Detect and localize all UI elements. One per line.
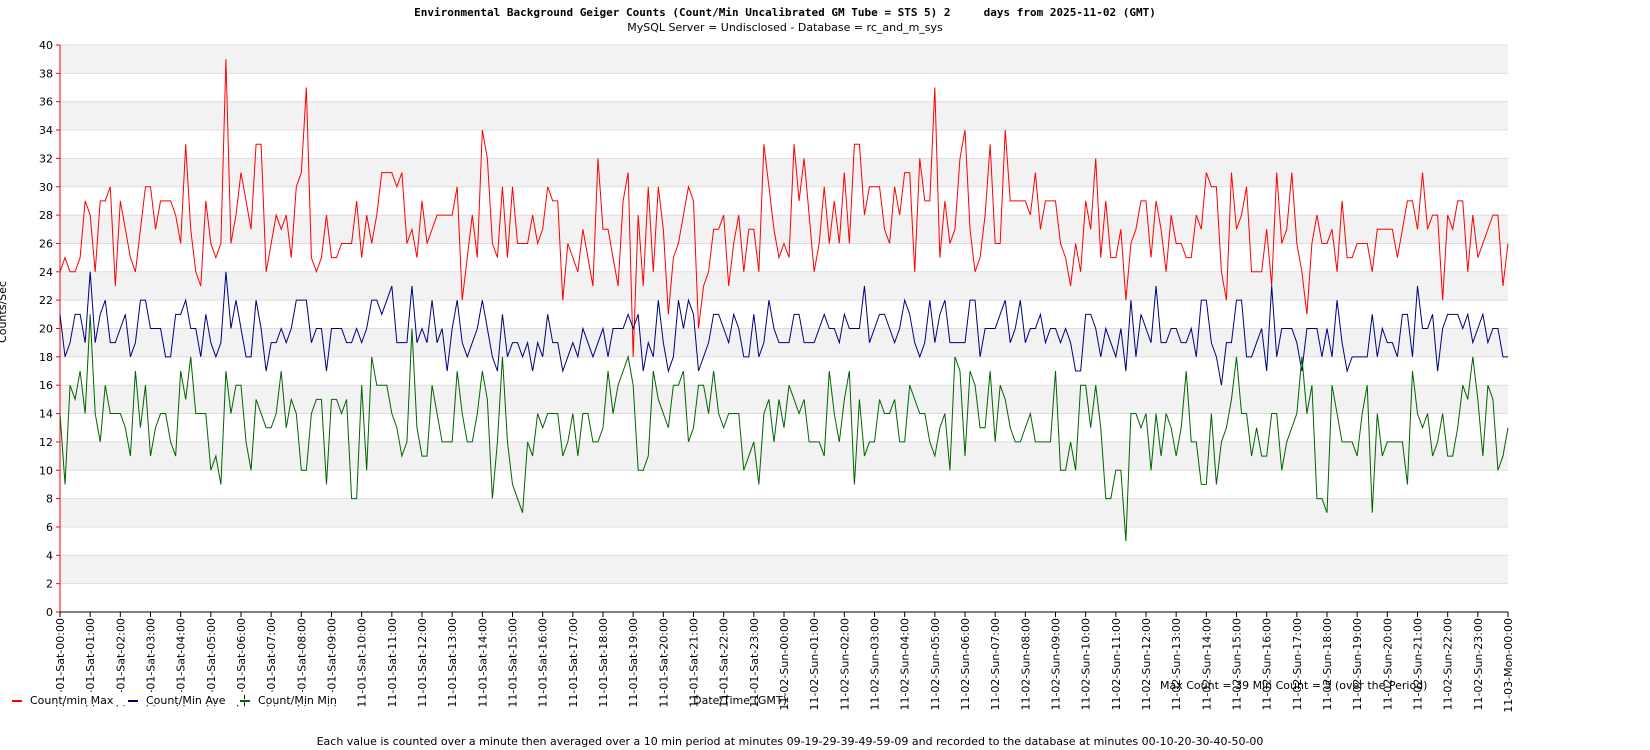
x-tick-label: 11-02-Sun-12:00 (1140, 618, 1153, 711)
x-tick-label: 11-02-Sun-09:00 (1050, 618, 1063, 711)
grid-band (60, 498, 1508, 527)
y-tick-label: 32 (39, 152, 53, 165)
y-tick-label: 26 (39, 237, 53, 250)
annotation: Max Count = 39 Min Count = 5 (over the P… (1160, 679, 1427, 692)
chart-subtitle: MySQL Server = Undisclosed - Database = … (627, 21, 943, 34)
x-tick-label: 11-03-Mon-00:00 (1502, 618, 1515, 713)
x-tick-label: 11-01-Sat-22:00 (718, 618, 731, 708)
x-tick-label: 11-01-Sat-02:00 (114, 618, 127, 708)
footnote: Each value is counted over a minute then… (317, 735, 1264, 748)
series-line (59, 314, 1509, 542)
legend-bg (28, 692, 128, 705)
y-tick-label: 2 (46, 578, 53, 591)
x-tick-label: 11-02-Sun-07:00 (989, 618, 1002, 711)
x-tick-label: 11-02-Sun-14:00 (1200, 618, 1213, 711)
x-tick-label: 11-01-Sat-20:00 (657, 618, 670, 708)
x-tick-label: 11-02-Sun-00:00 (778, 618, 791, 711)
x-tick-label: 11-01-Sat-04:00 (175, 618, 188, 708)
chart-title: Environmental Background Geiger Counts (… (414, 6, 1156, 19)
x-tick-label: 11-02-Sun-23:00 (1472, 618, 1485, 711)
y-tick-label: 18 (39, 351, 53, 364)
y-tick-label: 14 (39, 408, 53, 421)
y-tick-label: 40 (39, 39, 53, 52)
y-tick-label: 28 (39, 209, 53, 222)
grid-band (60, 101, 1508, 131)
x-tick-label: 11-01-Sat-06:00 (235, 618, 248, 708)
x-axis-label: Date/Time (GMT) (693, 694, 787, 707)
x-tick-label: 11-01-Sat-03:00 (145, 618, 158, 708)
x-tick-label: 11-01-Sat-17:00 (567, 618, 580, 708)
y-tick-label: 38 (39, 67, 53, 80)
x-tick-label: 11-02-Sun-17:00 (1291, 618, 1304, 711)
legend-label: Count/Min Ave (146, 694, 226, 707)
y-tick-label: 16 (39, 379, 53, 392)
x-tick-label: 11-01-Sat-09:00 (326, 618, 339, 708)
x-tick-label: 11-02-Sun-05:00 (929, 618, 942, 711)
x-tick-label: 11-01-Sat-13:00 (446, 618, 459, 708)
y-axis-label: Counts/Sec (0, 281, 9, 343)
x-tick-label: 11-02-Sun-10:00 (1080, 618, 1093, 711)
x-tick-label: 11-01-Sat-19:00 (627, 618, 640, 708)
legend-label: Count/Min Min (258, 694, 337, 707)
x-tick-label: 11-01-Sat-08:00 (295, 618, 308, 708)
y-tick-label: 6 (46, 521, 53, 534)
x-tick-label: 11-02-Sun-22:00 (1442, 618, 1455, 711)
x-tick-label: 11-01-Sat-21:00 (688, 618, 701, 708)
grid-band (60, 441, 1508, 471)
x-tick-label: 11-02-Sun-15:00 (1231, 618, 1244, 711)
x-tick-label: 11-01-Sat-23:00 (748, 618, 761, 708)
x-tick-label: 11-01-Sat-01:00 (84, 618, 97, 708)
grid-band (60, 45, 1508, 74)
legend-label: Count/min Max (30, 694, 114, 707)
x-tick-label: 11-01-Sat-07:00 (265, 618, 278, 708)
x-tick-label: 11-02-Sun-04:00 (899, 618, 912, 711)
x-tick-label: 11-02-Sun-02:00 (838, 618, 851, 711)
y-tick-label: 30 (39, 181, 53, 194)
legend-bg (256, 692, 356, 705)
grid-band (60, 385, 1508, 414)
x-tick-label: 11-01-Sat-05:00 (205, 618, 218, 708)
x-tick-label: 11-01-Sat-11:00 (386, 618, 399, 708)
x-tick-label: 11-01-Sat-14:00 (476, 618, 489, 708)
x-tick-label: 11-01-Sat-12:00 (416, 618, 429, 708)
y-tick-label: 34 (39, 124, 53, 137)
series-line (59, 271, 1508, 386)
x-tick-label: 11-02-Sun-06:00 (959, 618, 972, 711)
y-tick-label: 22 (39, 294, 53, 307)
x-tick-label: 11-02-Sun-19:00 (1351, 618, 1364, 711)
y-tick-label: 20 (39, 323, 53, 336)
y-tick-label: 36 (39, 96, 53, 109)
x-tick-label: 11-01-Sat-10:00 (356, 618, 369, 708)
y-tick-label: 10 (39, 464, 53, 477)
grid-band (60, 271, 1508, 301)
x-tick-label: 11-02-Sun-18:00 (1321, 618, 1334, 711)
y-tick-label: 12 (39, 436, 53, 449)
x-tick-label: 11-02-Sun-21:00 (1412, 618, 1425, 711)
legend-bg (144, 692, 244, 705)
y-tick-label: 8 (46, 493, 53, 506)
x-tick-label: 11-02-Sun-03:00 (869, 618, 882, 711)
x-tick-label: 11-02-Sun-01:00 (808, 618, 821, 711)
x-tick-label: 11-02-Sun-11:00 (1110, 618, 1123, 711)
x-tick-label: 11-02-Sun-13:00 (1170, 618, 1183, 711)
x-tick-label: 11-02-Sun-16:00 (1261, 618, 1274, 711)
x-tick-label: 11-02-Sun-08:00 (1019, 618, 1032, 711)
x-tick-label: 11-01-Sat-16:00 (537, 618, 550, 708)
x-tick-label: 11-01-Sat-15:00 (507, 618, 520, 708)
y-tick-label: 0 (46, 606, 53, 619)
x-tick-label: 11-01-Sat-00:00 (54, 618, 67, 708)
y-tick-label: 4 (46, 549, 53, 562)
y-tick-label: 24 (39, 266, 53, 279)
x-tick-label: 11-01-Sat-18:00 (597, 618, 610, 708)
x-tick-label: 11-02-Sun-20:00 (1381, 618, 1394, 711)
series-line (59, 59, 1509, 357)
grid-band (60, 555, 1508, 584)
